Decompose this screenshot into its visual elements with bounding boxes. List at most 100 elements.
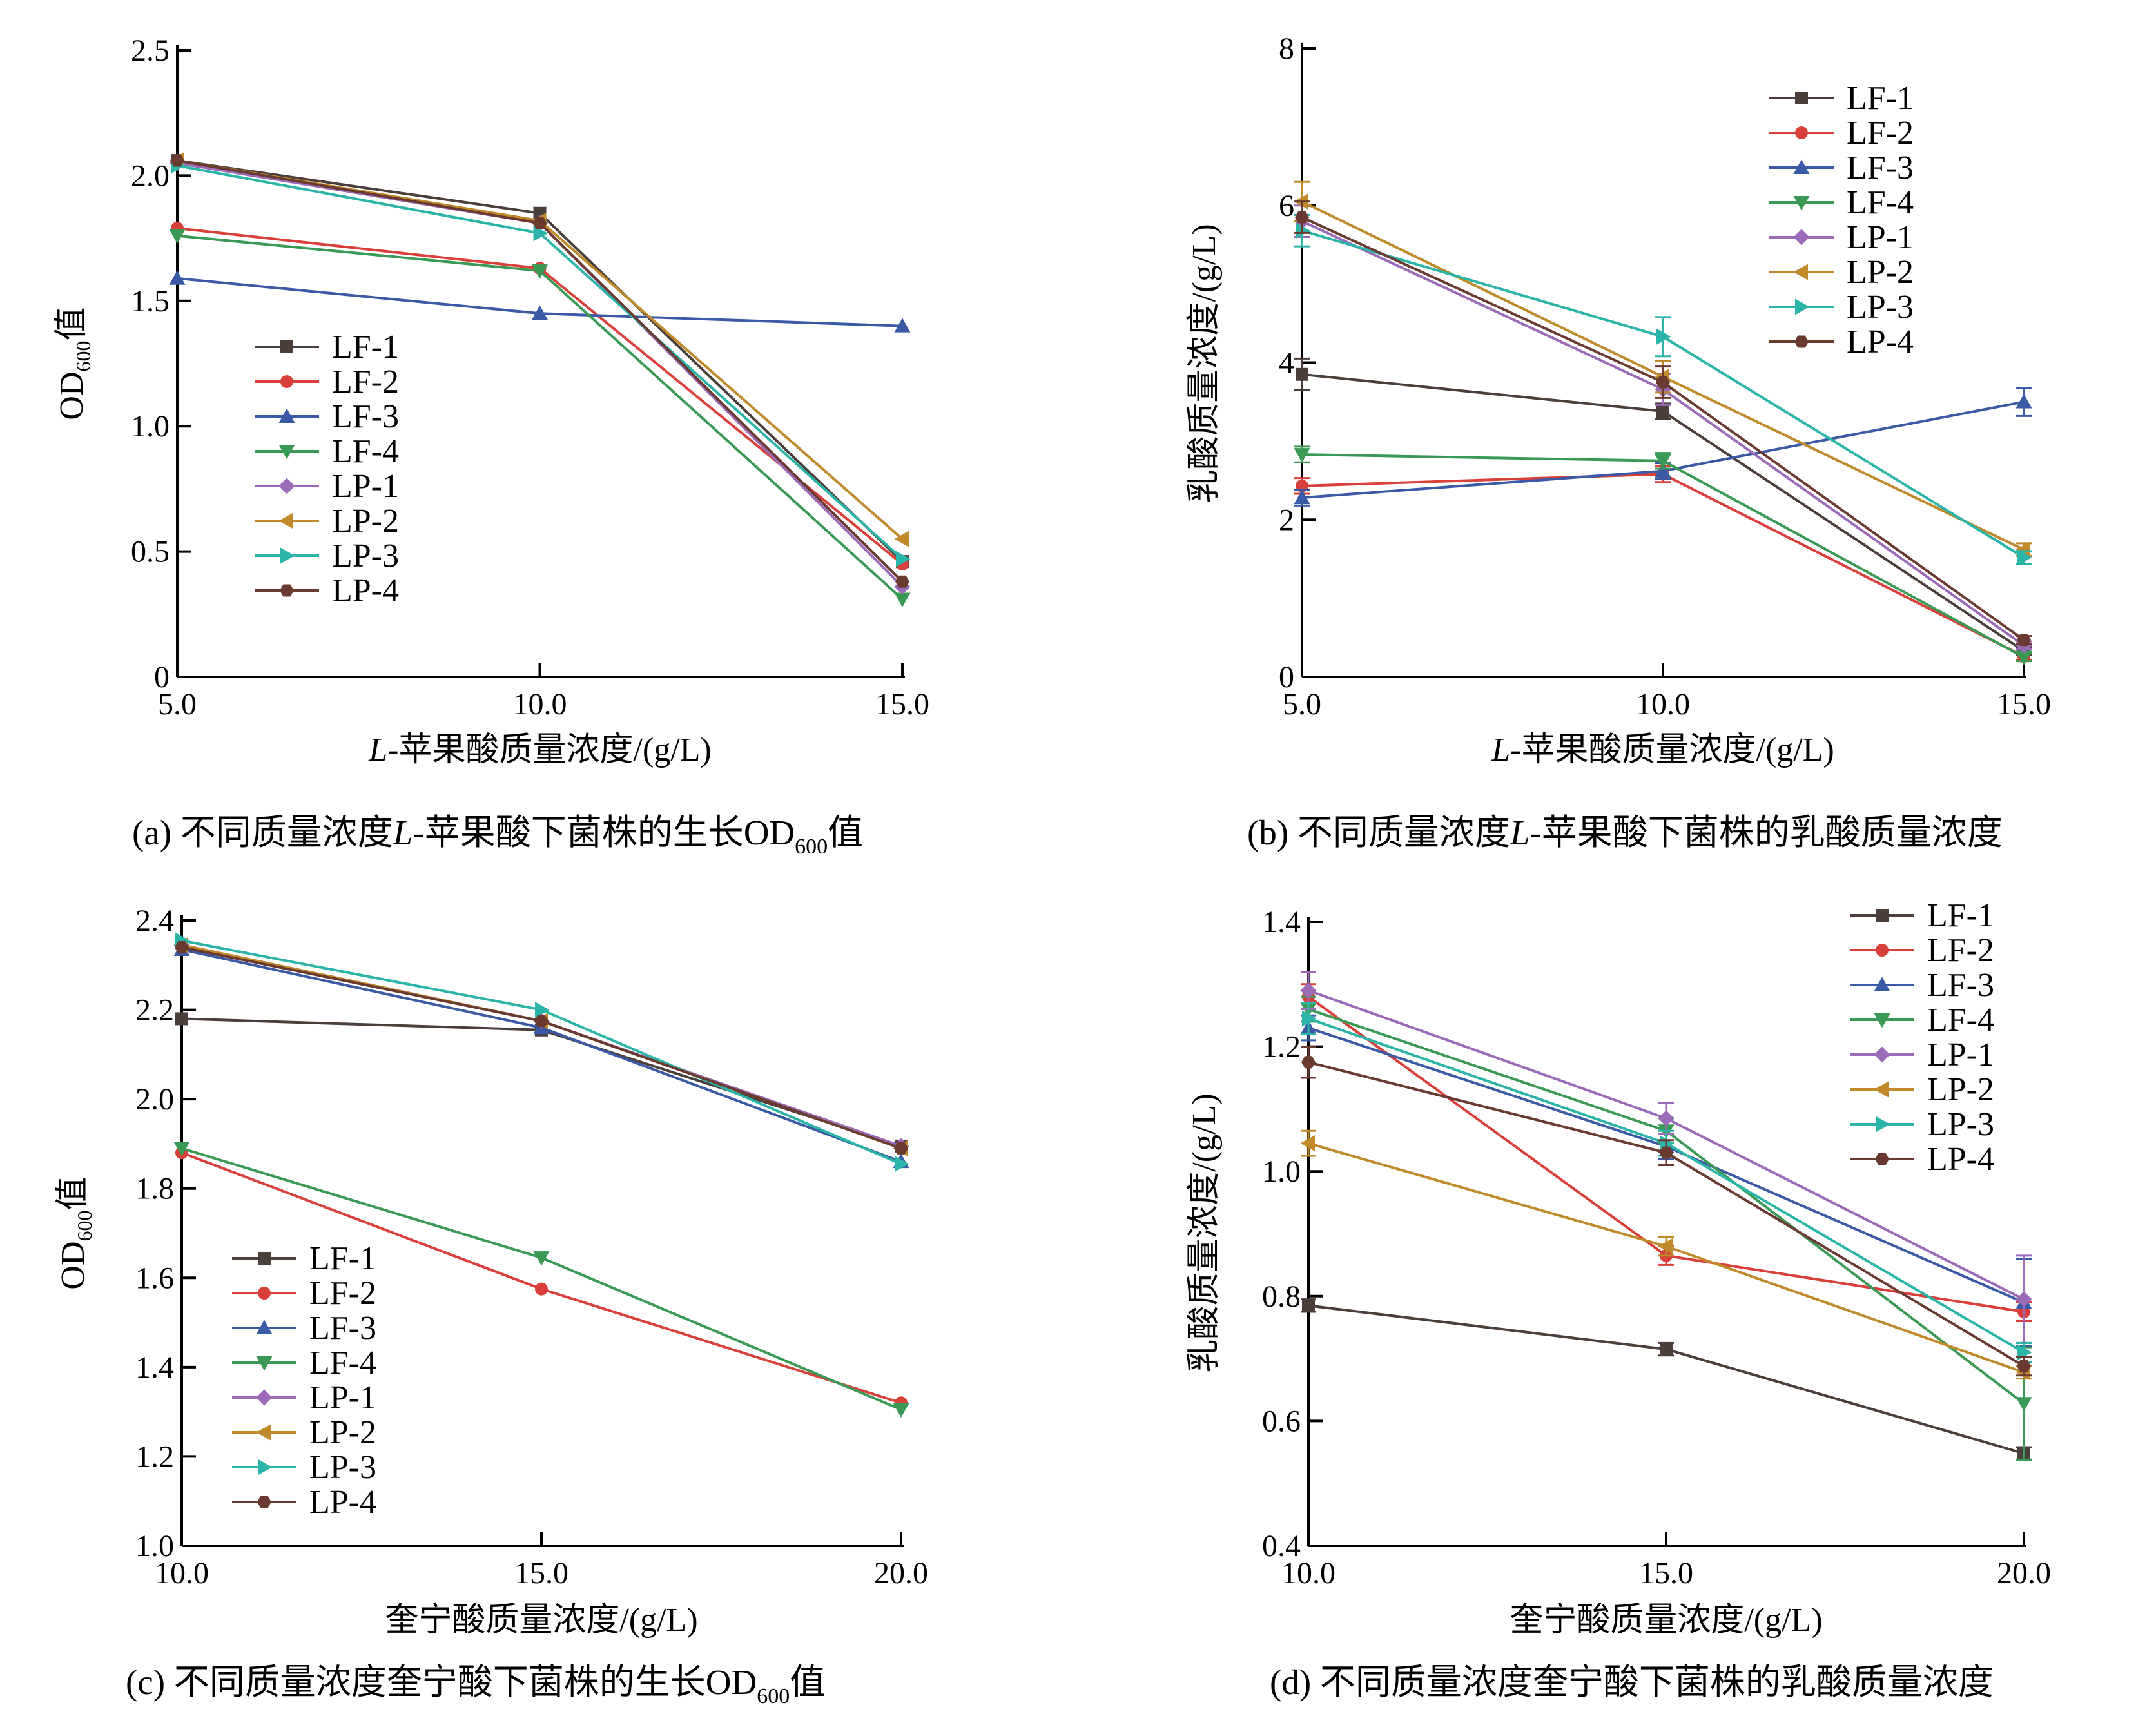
data-point-LF-4 [533, 1251, 550, 1266]
legend-label: LF-4 [309, 1345, 376, 1381]
x-tick-label: 15.0 [875, 687, 929, 721]
data-point-LF-3 [532, 305, 548, 320]
legend-marker [258, 1252, 271, 1265]
data-point-LF-4 [1294, 448, 1310, 463]
series-line-LP-1 [181, 944, 902, 1147]
legend: LF-1LF-2LF-3LF-4LP-1LP-2LP-3LP-4 [232, 1240, 376, 1521]
y-tick-label: 4 [1279, 346, 1294, 380]
x-tick-label: 5.0 [158, 687, 197, 721]
legend-marker [1793, 229, 1810, 246]
x-axis-label: 奎宁酸质量浓度/(g/L) [385, 1602, 697, 1639]
data-point-LP-3 [535, 1002, 550, 1018]
legend-label: LP-4 [332, 572, 399, 609]
y-tick-label: 0 [154, 660, 170, 694]
legend-marker [1793, 264, 1808, 280]
series-line-LP-1 [1301, 220, 2025, 647]
legend-label: LP-1 [309, 1379, 376, 1416]
series-line-LF-4 [1301, 453, 2025, 659]
legend-label: LF-2 [332, 364, 399, 400]
legend-marker [1875, 1153, 1889, 1165]
legend-label: LP-1 [332, 468, 399, 505]
y-tick-label: 0.6 [1262, 1404, 1301, 1438]
data-point-LF-4 [893, 1403, 909, 1418]
chart-panel-d: 0.4 0.6 0.8 1.0 1.2 1.4 10.0 15.0 20.0 奎宁酸质量浓度/(g… [1186, 897, 2051, 1702]
legend-label: LF-3 [332, 398, 399, 435]
legend-marker [1795, 92, 1808, 104]
y-tick-label: 2.0 [131, 159, 170, 193]
data-point-LF-4 [1655, 454, 1671, 469]
legend-marker [280, 340, 293, 353]
data-point-LP-2 [1300, 1135, 1315, 1152]
legend-marker [1874, 1046, 1890, 1063]
data-point-LP-4 [175, 941, 189, 954]
legend-label: LF-2 [1847, 115, 1914, 151]
series-line-LF-3 [181, 948, 902, 1164]
legend-label: LF-2 [1927, 932, 1994, 969]
data-point-LP-2 [894, 531, 909, 547]
legend-label: LF-3 [1927, 967, 1994, 1004]
data-point-LF-1 [175, 1012, 188, 1026]
legend-label: LP-1 [1927, 1037, 1994, 1073]
series-LF-4 [169, 229, 911, 607]
y-tick-label: 2.5 [131, 34, 170, 68]
legend-label: LP-2 [1927, 1071, 1994, 1108]
data-point-LF-1 [1660, 1343, 1673, 1356]
y-tick-label: 2.4 [135, 904, 174, 938]
data-point-LP-4 [894, 1142, 908, 1155]
chart-panel-a: 0 0.5 1.0 1.5 2.0 2.5 5.0 10.0 15.0 L-苹果酸质量浓度/(g/… [53, 34, 929, 859]
data-point-LP-1 [1658, 1110, 1675, 1127]
x-tick-label: 5.0 [1283, 687, 1321, 721]
legend-marker [1874, 1013, 1890, 1028]
series-LP-1 [173, 937, 909, 1155]
legend-marker [1793, 159, 1810, 174]
legend-marker [1876, 1116, 1890, 1133]
caption: (d) 不同质量浓度奎宁酸下菌株的乳酸质量浓度 [1270, 1662, 1994, 1702]
legend-label: LF-1 [1927, 897, 1994, 934]
x-tick-label: 10.0 [1281, 1556, 1335, 1590]
data-point-LF-3 [169, 270, 186, 285]
series-LF-4 [1294, 445, 2032, 666]
y-tick-label: 0.5 [131, 535, 170, 569]
legend-label: LP-4 [1847, 324, 1914, 360]
x-axis-label: 奎宁酸质量浓度/(g/L) [1510, 1602, 1822, 1639]
legend-marker [256, 1389, 273, 1406]
legend-marker [258, 1287, 271, 1300]
data-point-LP-4 [895, 575, 909, 588]
legend-marker [1876, 944, 1889, 957]
data-point-LF-4 [2015, 1397, 2032, 1412]
y-tick-label: 0.4 [1262, 1529, 1301, 1563]
data-point-LF-4 [173, 1142, 190, 1156]
data-point-LF-1 [1302, 1299, 1315, 1312]
series-line-LP-4 [1301, 216, 2025, 641]
legend-label: LP-3 [1847, 289, 1914, 326]
legend: LF-1LF-2LF-3LF-4LP-1LP-2LP-3LP-4 [1769, 80, 1914, 360]
caption: (a) 不同质量浓度L-苹果酸下菌株的生长OD600值 [132, 813, 863, 859]
y-tick-label: 2 [1279, 503, 1294, 537]
legend-label: LF-3 [309, 1310, 376, 1347]
legend-marker [1874, 977, 1890, 991]
y-tick-label: 1.8 [135, 1172, 174, 1206]
chart-panel-c: 1.0 1.2 1.4 1.6 1.8 2.0 2.2 2.4 10.0 15.0 20.0 奎宁酸质… [55, 904, 928, 1708]
series-LF-3 [173, 941, 909, 1169]
legend-label: LF-4 [1927, 1002, 1994, 1038]
series-LF-4 [173, 1142, 909, 1418]
series-line-LF-2 [1301, 473, 2025, 658]
legend-marker [278, 512, 293, 529]
x-tick-label: 20.0 [1997, 1556, 2051, 1590]
y-tick-label: 0 [1279, 660, 1294, 694]
x-tick-label: 10.0 [513, 687, 567, 721]
data-point-LF-1 [1656, 405, 1669, 418]
legend-label: LF-3 [1847, 150, 1914, 186]
x-tick-label: 15.0 [1997, 687, 2051, 721]
x-tick-label: 15.0 [1639, 1556, 1693, 1590]
data-point-LP-3 [896, 551, 911, 567]
data-point-LP-4 [1659, 1146, 1673, 1159]
data-point-LF-2 [535, 1282, 548, 1296]
series-LP-4 [170, 154, 909, 588]
legend-marker [278, 445, 295, 460]
legend-marker [256, 1356, 273, 1371]
legend-marker [278, 408, 295, 423]
series-LP-4 [1301, 1046, 2032, 1377]
x-axis-label: L-苹果酸质量浓度/(g/L) [368, 732, 712, 768]
